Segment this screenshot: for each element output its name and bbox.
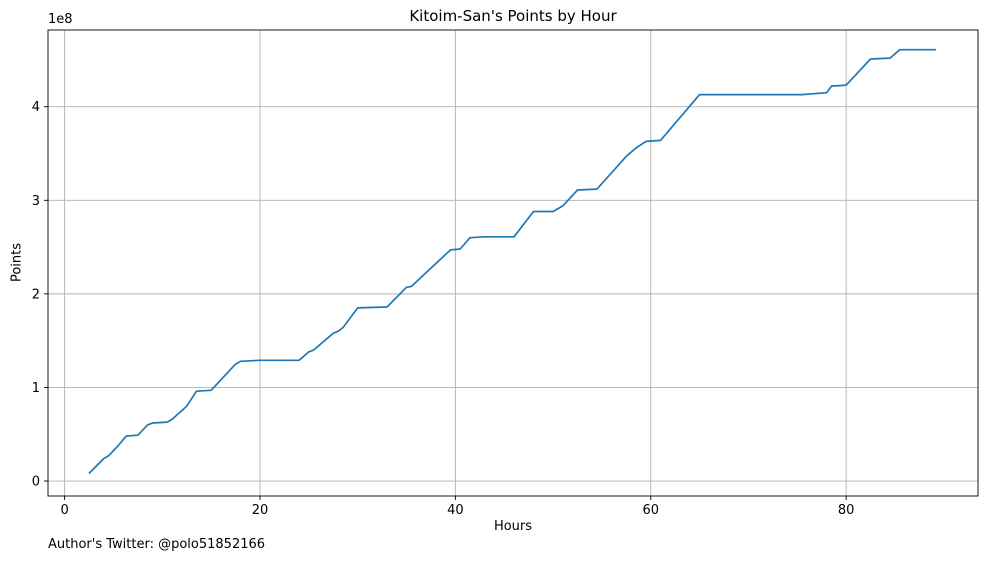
- author-credit: Author's Twitter: @polo51852166: [48, 537, 266, 552]
- x-axis-label: Hours: [493, 519, 533, 534]
- y-tick-label: 0: [32, 475, 40, 490]
- x-tick-label: 0: [60, 503, 68, 518]
- x-tick-label: 20: [252, 503, 269, 518]
- y-tick-label: 1: [32, 381, 40, 396]
- x-tick-label: 80: [838, 503, 855, 518]
- y-axis-offset-label: 1e8: [48, 12, 73, 27]
- chart-title: Kitoim-San's Points by Hour: [409, 7, 617, 25]
- x-tick-label: 60: [642, 503, 659, 518]
- series-line: [88, 48, 936, 475]
- plot-frame: [47, 29, 979, 497]
- x-tick-label: 40: [447, 503, 464, 518]
- y-tick-label: 3: [32, 194, 40, 209]
- y-tick-label: 2: [32, 287, 40, 302]
- y-axis-label: Points: [9, 242, 25, 283]
- y-tick-label: 4: [32, 100, 40, 115]
